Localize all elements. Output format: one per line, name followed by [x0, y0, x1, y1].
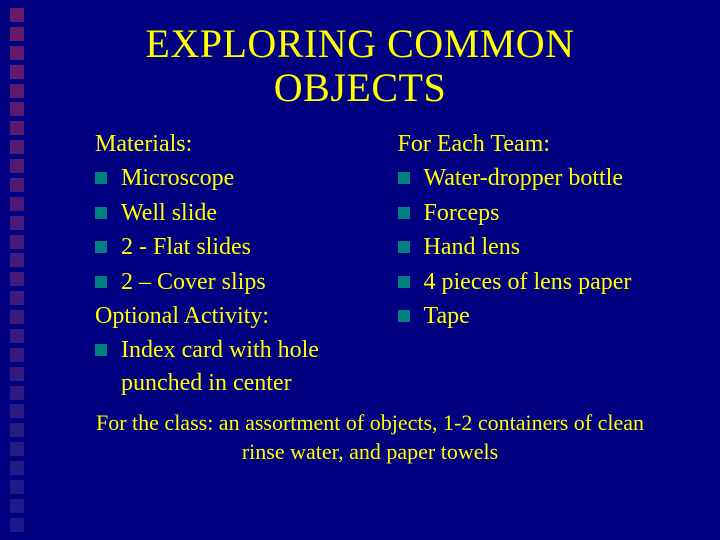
- optional-item: Index card with hole punched in center: [95, 334, 388, 399]
- sidebar-square-icon: [10, 461, 24, 475]
- sidebar-square-icon: [10, 272, 24, 286]
- right-column: For Each Team: Water-dropper bottleForce…: [388, 128, 691, 401]
- sidebar-square-icon: [10, 27, 24, 41]
- team-item-text: Hand lens: [424, 231, 691, 263]
- sidebar-square-icon: [10, 197, 24, 211]
- optional-item-text: Index card with hole punched in center: [121, 334, 388, 399]
- team-item: Water-dropper bottle: [398, 162, 691, 194]
- team-item-text: Water-dropper bottle: [424, 162, 691, 194]
- decorative-sidebar: [0, 0, 34, 540]
- sidebar-square-icon: [10, 404, 24, 418]
- left-column: Materials: MicroscopeWell slide2 - Flat …: [95, 128, 388, 401]
- square-bullet-icon: [398, 207, 410, 219]
- square-bullet-icon: [398, 172, 410, 184]
- materials-item: Microscope: [95, 162, 388, 194]
- sidebar-square-icon: [10, 121, 24, 135]
- materials-item: 2 – Cover slips: [95, 266, 388, 298]
- materials-item-text: Well slide: [121, 197, 388, 229]
- team-item: 4 pieces of lens paper: [398, 266, 691, 298]
- team-item-text: 4 pieces of lens paper: [424, 266, 691, 298]
- sidebar-square-icon: [10, 102, 24, 116]
- sidebar-square-icon: [10, 178, 24, 192]
- square-bullet-icon: [95, 207, 107, 219]
- sidebar-square-icon: [10, 84, 24, 98]
- square-bullet-icon: [95, 344, 107, 356]
- sidebar-square-icon: [10, 348, 24, 362]
- square-bullet-icon: [398, 310, 410, 322]
- title-line-2: OBJECTS: [274, 65, 446, 110]
- square-bullet-icon: [398, 276, 410, 288]
- materials-item-text: 2 - Flat slides: [121, 231, 388, 263]
- square-bullet-icon: [95, 241, 107, 253]
- materials-item: Well slide: [95, 197, 388, 229]
- sidebar-square-icon: [10, 518, 24, 532]
- sidebar-square-icon: [10, 480, 24, 494]
- sidebar-square-icon: [10, 329, 24, 343]
- sidebar-square-icon: [10, 253, 24, 267]
- sidebar-square-icon: [10, 367, 24, 381]
- sidebar-square-icon: [10, 140, 24, 154]
- sidebar-square-icon: [10, 159, 24, 173]
- team-heading: For Each Team:: [398, 128, 691, 160]
- team-item-text: Tape: [424, 300, 691, 332]
- sidebar-square-icon: [10, 442, 24, 456]
- team-item: Tape: [398, 300, 691, 332]
- sidebar-square-icon: [10, 499, 24, 513]
- sidebar-square-icon: [10, 386, 24, 400]
- sidebar-square-icon: [10, 8, 24, 22]
- team-item: Hand lens: [398, 231, 691, 263]
- sidebar-square-icon: [10, 235, 24, 249]
- materials-heading: Materials:: [95, 128, 388, 160]
- square-bullet-icon: [398, 241, 410, 253]
- sidebar-square-icon: [10, 46, 24, 60]
- square-bullet-icon: [95, 172, 107, 184]
- sidebar-square-icon: [10, 310, 24, 324]
- sidebar-square-icon: [10, 216, 24, 230]
- materials-item-text: 2 – Cover slips: [121, 266, 388, 298]
- footer-text: For the class: an assortment of objects,…: [0, 401, 720, 466]
- square-bullet-icon: [95, 276, 107, 288]
- sidebar-square-icon: [10, 423, 24, 437]
- optional-heading: Optional Activity:: [95, 300, 388, 332]
- materials-item-text: Microscope: [121, 162, 388, 194]
- content-columns: Materials: MicroscopeWell slide2 - Flat …: [0, 110, 720, 401]
- materials-item: 2 - Flat slides: [95, 231, 388, 263]
- sidebar-square-icon: [10, 291, 24, 305]
- team-item: Forceps: [398, 197, 691, 229]
- title-line-1: EXPLORING COMMON: [145, 21, 574, 66]
- team-item-text: Forceps: [424, 197, 691, 229]
- sidebar-square-icon: [10, 65, 24, 79]
- slide-title: EXPLORING COMMON OBJECTS: [0, 0, 720, 110]
